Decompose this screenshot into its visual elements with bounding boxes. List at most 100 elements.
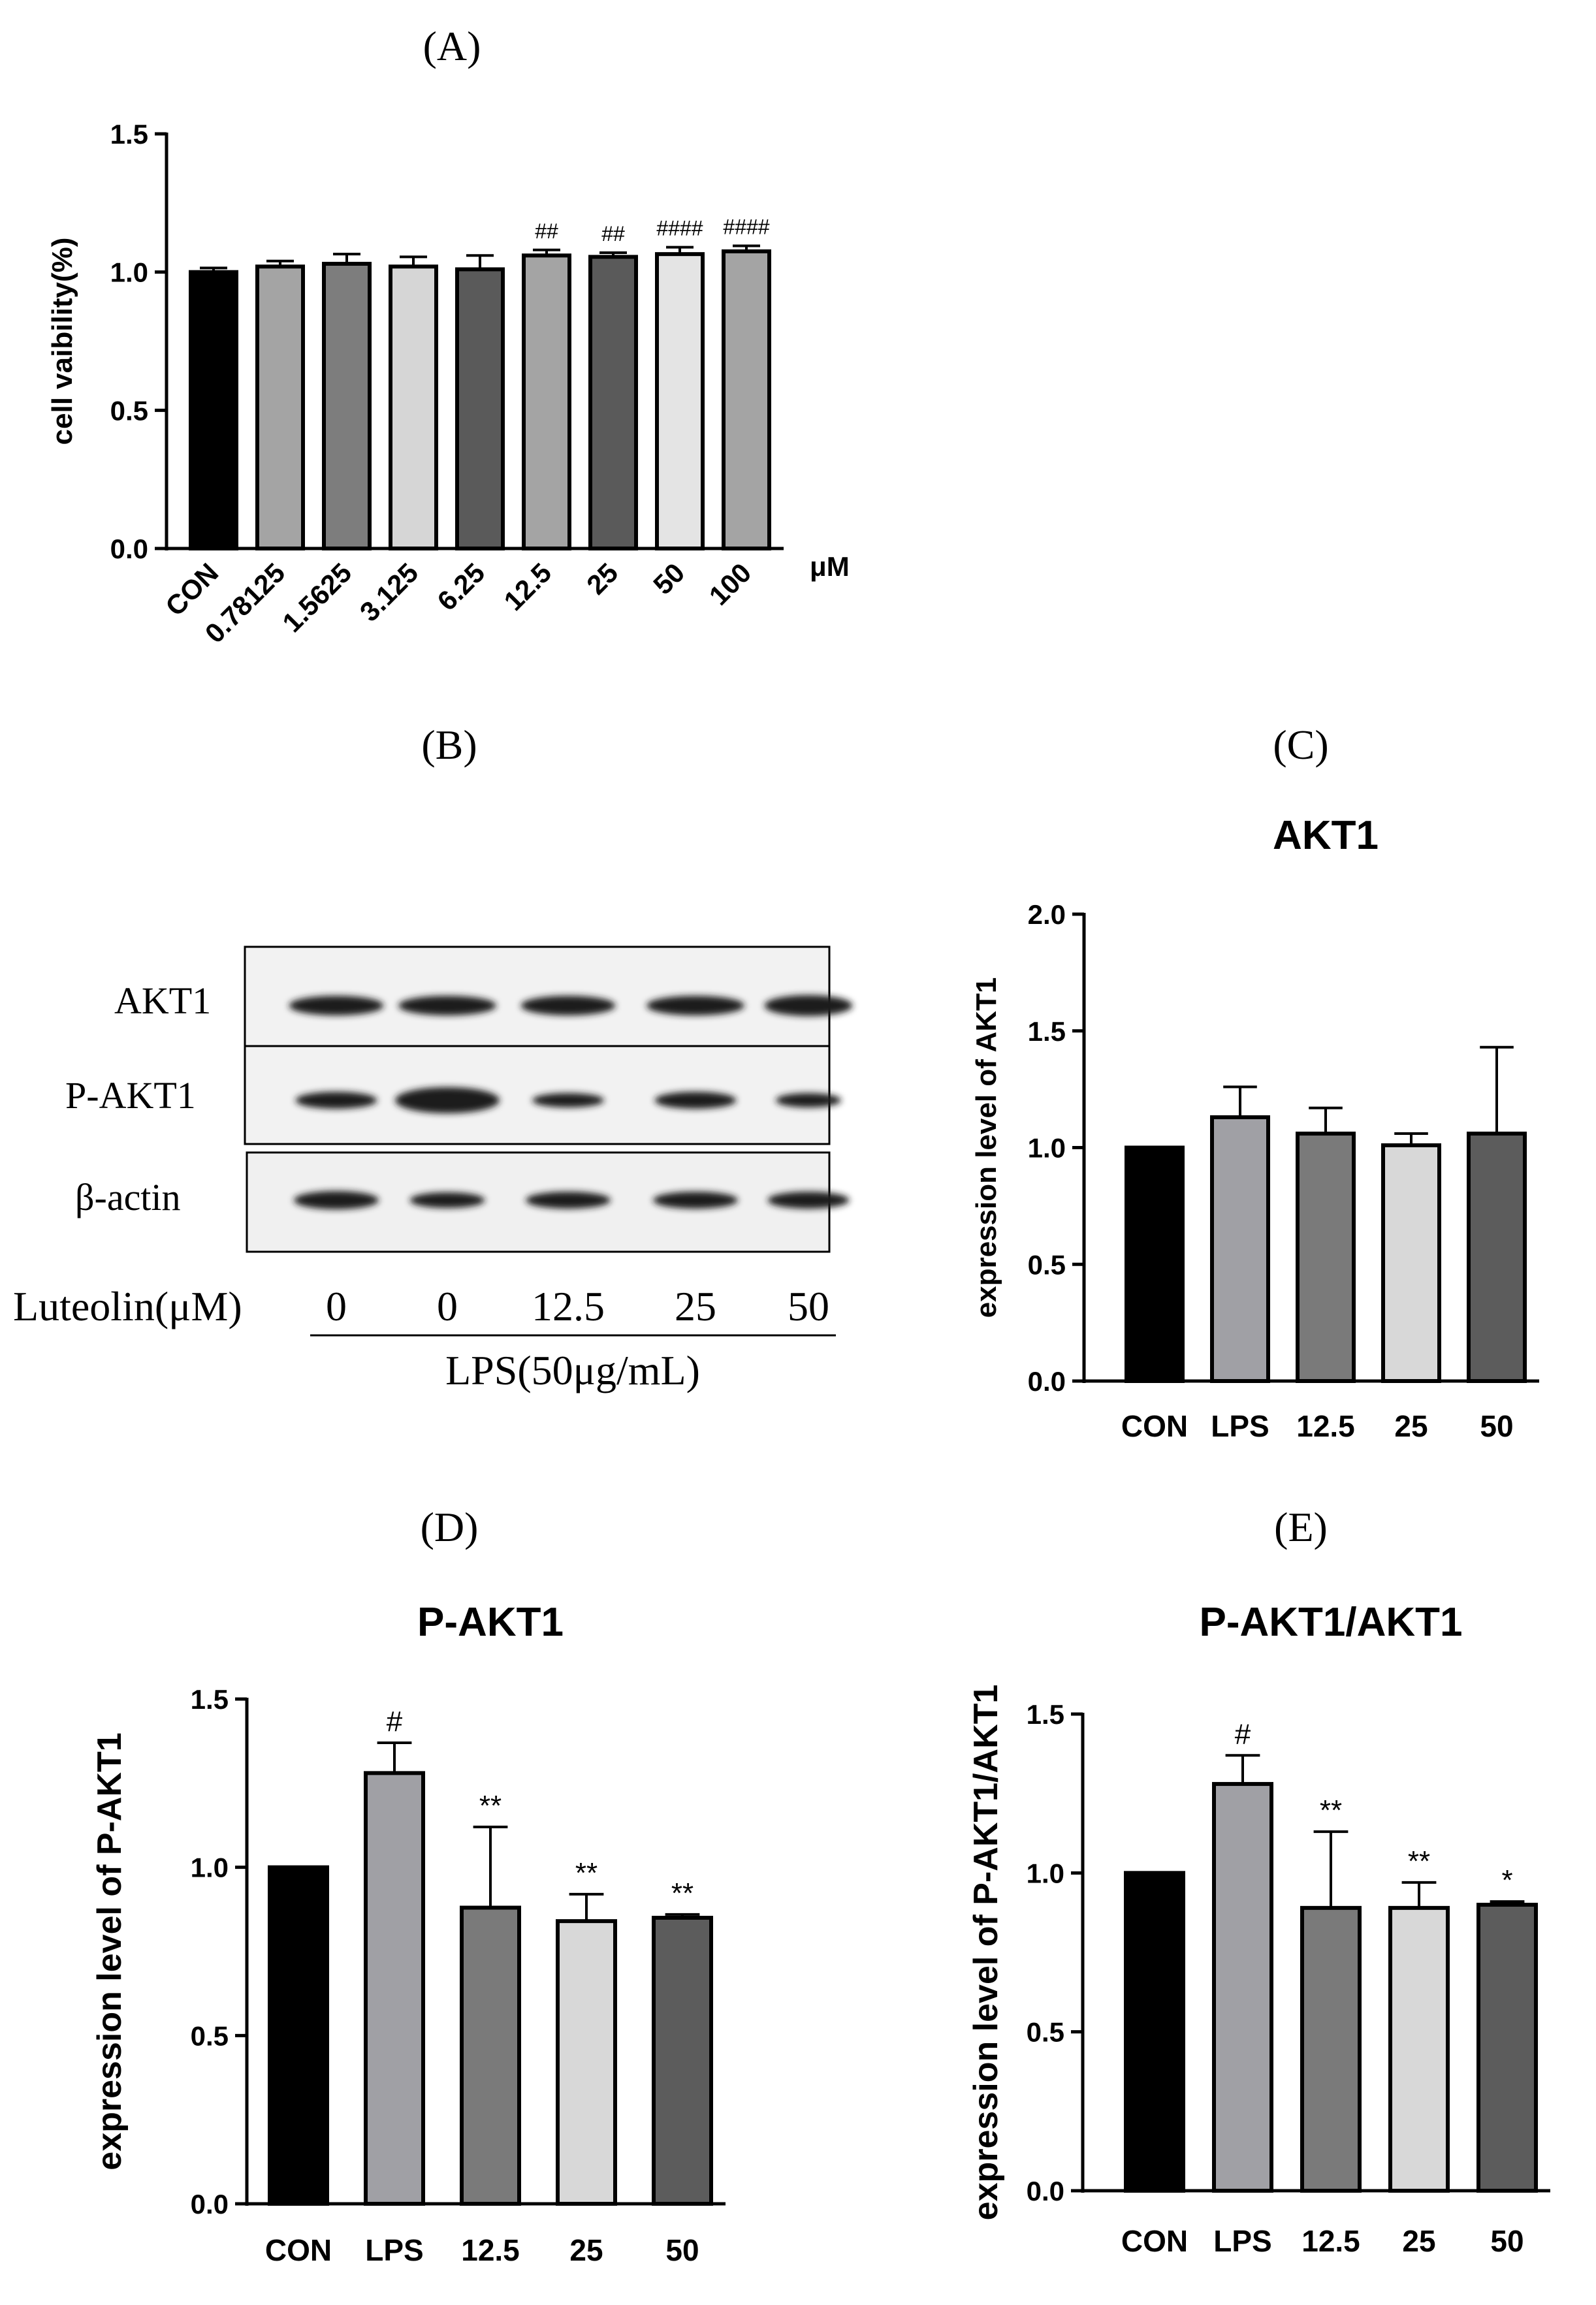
panel-letter-d: (D): [421, 1504, 479, 1550]
chart-d-bar: [556, 1919, 617, 2206]
lps-group-label: LPS(50μg/mL): [445, 1347, 700, 1393]
chart-e-bar: [1124, 1871, 1185, 2193]
chart-d-ytick-label: 1.5: [191, 1684, 229, 1715]
chart-a-bar: [722, 249, 771, 550]
chart-a-annotation: ##: [601, 222, 625, 246]
chart-a-bar: [322, 261, 372, 550]
chart-d-annotation: **: [479, 1790, 502, 1822]
chart-a-x-unit: μM: [810, 551, 850, 582]
chart-d-annotation: #: [387, 1706, 403, 1738]
chart-e-category-label: CON: [1121, 2224, 1188, 2258]
chart-a-category-label: 50: [647, 557, 690, 600]
chart-e-annotation: *: [1501, 1864, 1512, 1896]
band-beta-actin-lane-4: [653, 1192, 738, 1209]
panel-letter-e: (E): [1274, 1504, 1328, 1550]
chart-a-ytick-label: 1.5: [110, 119, 148, 150]
band-beta-actin-lane-1: [294, 1191, 379, 1209]
chart-e-ytick-label: 0.0: [1027, 2176, 1064, 2206]
chart-a-annotation: ####: [656, 217, 703, 240]
band-beta-actin-lane-5: [767, 1192, 850, 1209]
band-akt1-lane-5: [764, 995, 853, 1016]
chart-d-ytick-label: 0.0: [191, 2189, 229, 2219]
chart-a-bar: [255, 264, 305, 550]
band-beta-actin-lane-3: [526, 1192, 611, 1209]
band-p-akt1-lane-2: [395, 1087, 500, 1113]
chart-a-annotation: ####: [723, 215, 769, 238]
band-p-akt1-lane-4: [654, 1092, 737, 1109]
lane-label-5: 50: [788, 1283, 829, 1329]
lane-label-1: 0: [326, 1283, 347, 1329]
chart-c-category-label: 25: [1394, 1409, 1428, 1443]
chart-c-ytick-label: 0.5: [1028, 1249, 1066, 1280]
chart-e-bar: [1212, 1782, 1273, 2193]
chart-d-annotation: **: [575, 1857, 598, 1889]
chart-e-category-label: 25: [1402, 2224, 1435, 2258]
chart-d-ytick-label: 0.5: [191, 2020, 229, 2051]
chart-c-title: AKT1: [1273, 813, 1379, 858]
chart-a-ytick-label: 0.5: [110, 395, 148, 426]
chart-c-ytick-label: 1.5: [1028, 1016, 1066, 1047]
chart-e-category-label: 50: [1490, 2224, 1524, 2258]
lane-label-4: 25: [675, 1283, 716, 1329]
chart-a-category-label: 100: [703, 557, 758, 611]
chart-e-p-akt1-ratio: P-AKT1/AKT1 expression level of P-AKT1/AK…: [967, 1600, 1550, 2258]
blot-row-label-beta-actin: β-actin: [75, 1176, 181, 1218]
band-p-akt1-lane-5: [776, 1093, 841, 1107]
chart-d-ytick-label: 1.0: [191, 1852, 229, 1883]
chart-d-annotation: **: [671, 1877, 694, 1909]
chart-c-category-label: 50: [1480, 1409, 1513, 1443]
band-p-akt1-lane-3: [532, 1093, 604, 1107]
chart-a-bar: [389, 264, 438, 550]
chart-d-category-label: 50: [665, 2233, 699, 2267]
chart-c-bar: [1210, 1115, 1270, 1384]
chart-d-bar: [268, 1865, 329, 2206]
chart-d-category-label: LPS: [365, 2233, 423, 2267]
chart-d-category-label: CON: [265, 2233, 332, 2267]
chart-c-ytick-label: 0.0: [1028, 1366, 1066, 1397]
chart-d-bar: [652, 1915, 713, 2206]
chart-e-ylabel: expression level of P-AKT1/AKT1: [967, 1685, 1005, 2221]
chart-e-bar: [1300, 1905, 1362, 2193]
chart-c-category-label: LPS: [1211, 1409, 1269, 1443]
panel-letter-c: (C): [1273, 722, 1328, 768]
chart-d-p-akt1: P-AKT1 expression level of P-AKT1 0.0 0.5 1.…: [91, 1600, 726, 2267]
chart-c-bar: [1381, 1143, 1441, 1384]
chart-e-ytick-label: 1.5: [1027, 1699, 1064, 1730]
blot-row-label-akt1: AKT1: [114, 979, 211, 1022]
chart-a-cell-viability: cell vaibility(%)0.00.51.01.5CON0.781251…: [46, 119, 850, 649]
chart-c-bar: [1296, 1132, 1356, 1384]
blot-bands: [289, 995, 853, 1209]
lane-label-2: 0: [437, 1283, 458, 1329]
chart-e-annotation: #: [1235, 1718, 1251, 1750]
band-p-akt1-lane-1: [295, 1092, 377, 1109]
chart-d-title: P-AKT1: [417, 1600, 564, 1645]
chart-c-category-label: CON: [1121, 1409, 1188, 1443]
chart-d-bar: [364, 1771, 425, 2206]
band-akt1-lane-2: [398, 996, 496, 1015]
band-akt1-lane-1: [289, 996, 384, 1015]
chart-c-ytick-label: 2.0: [1028, 899, 1066, 930]
chart-a-bar: [455, 267, 505, 550]
chart-e-category-label: 12.5: [1301, 2224, 1360, 2258]
western-blot: AKT1 P-AKT1 β-actin Luteolin(μM) 0 0 12.…: [13, 946, 853, 1393]
chart-e-ytick-label: 1.0: [1027, 1858, 1064, 1888]
chart-d-category-label: 25: [569, 2233, 603, 2267]
blot-row-label-p-akt1: P-AKT1: [65, 1074, 196, 1117]
chart-c-ylabel: expression level of AKT1: [970, 978, 1002, 1318]
chart-e-ytick-label: 0.5: [1027, 2017, 1064, 2048]
chart-c-category-label: 12.5: [1296, 1409, 1355, 1443]
chart-e-annotation: **: [1408, 1845, 1430, 1877]
chart-a-bar: [189, 270, 238, 550]
chart-e-bar: [1476, 1903, 1538, 2193]
chart-a-category-label: 6.25: [431, 557, 490, 616]
chart-e-category-label: LPS: [1213, 2224, 1271, 2258]
chart-a-bar: [655, 252, 705, 550]
chart-a-category-label: 3.125: [354, 557, 424, 628]
chart-d-bar: [460, 1905, 521, 2206]
chart-a-bar: [588, 255, 638, 550]
chart-c-bar: [1125, 1145, 1185, 1383]
chart-a-ytick-label: 0.0: [110, 533, 148, 564]
chart-a-ylabel: cell vaibility(%): [46, 238, 78, 445]
band-akt1-lane-4: [646, 996, 744, 1015]
